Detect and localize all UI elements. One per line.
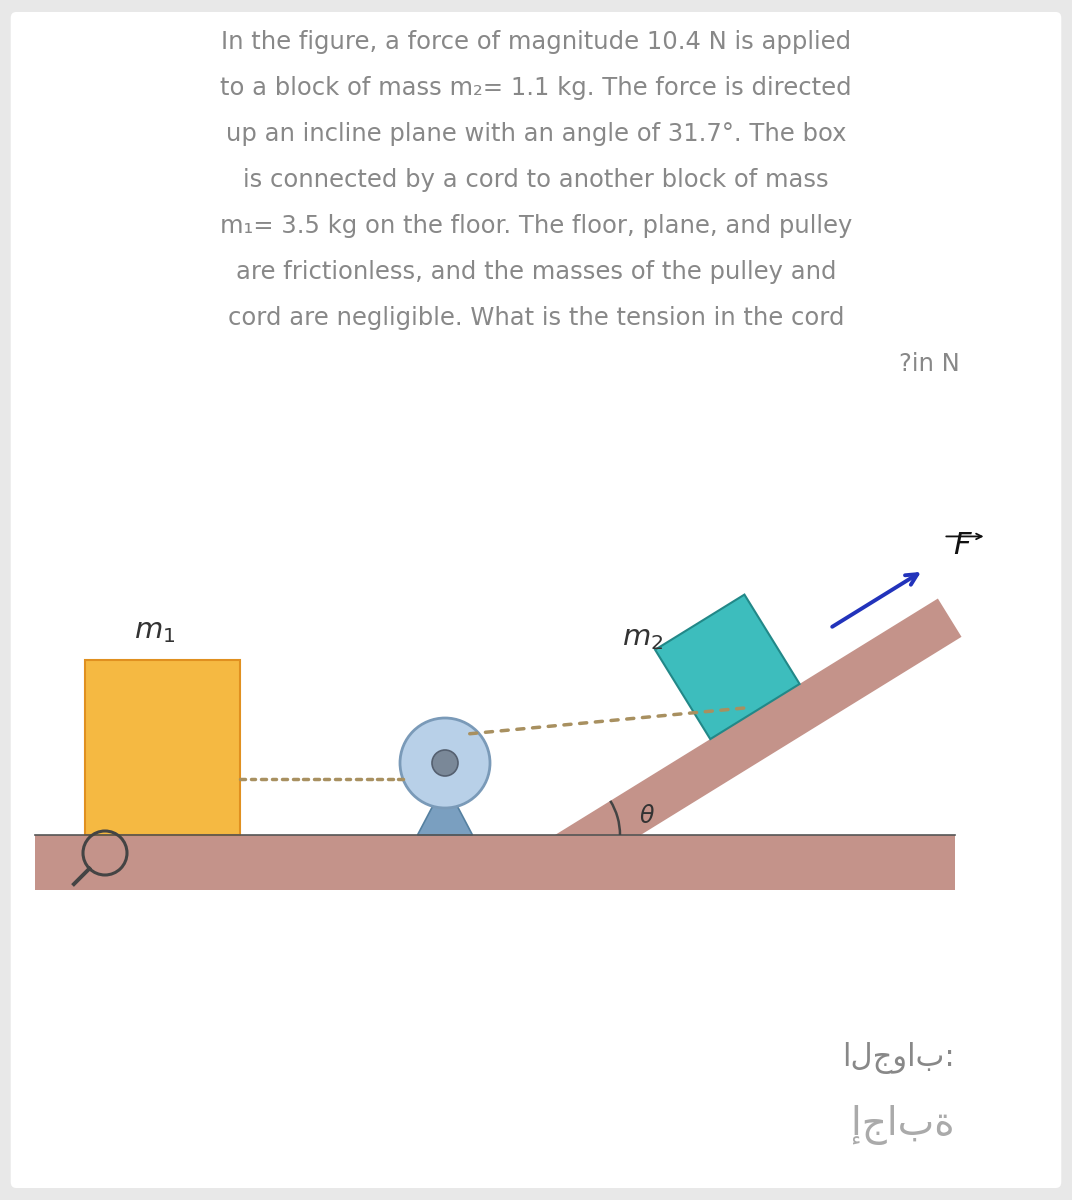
Text: $F$: $F$ — [953, 532, 973, 560]
Circle shape — [400, 718, 490, 808]
Text: to a block of mass m₂= 1.1 kg. The force is directed: to a block of mass m₂= 1.1 kg. The force… — [220, 76, 852, 100]
Text: up an incline plane with an angle of 31.7°. The box: up an incline plane with an angle of 31.… — [226, 122, 846, 146]
Polygon shape — [417, 798, 473, 835]
Circle shape — [432, 750, 458, 776]
Text: In the figure, a force of magnitude 10.4 N is applied: In the figure, a force of magnitude 10.4… — [221, 30, 851, 54]
Text: cord are negligible. What is the tension in the cord: cord are negligible. What is the tension… — [227, 306, 845, 330]
Bar — [85, 660, 240, 835]
Text: m₁= 3.5 kg on the floor. The floor, plane, and pulley: m₁= 3.5 kg on the floor. The floor, plan… — [220, 214, 852, 238]
Text: ?in N: ?in N — [899, 352, 961, 376]
Text: $m_1$: $m_1$ — [134, 617, 176, 644]
Text: is connected by a cord to another block of mass: is connected by a cord to another block … — [243, 168, 829, 192]
Text: الجواب:: الجواب: — [843, 1042, 955, 1074]
Polygon shape — [555, 599, 962, 874]
Text: $\theta$: $\theta$ — [639, 804, 655, 828]
Text: إجابة: إجابة — [851, 1105, 955, 1145]
Text: $m_2$: $m_2$ — [622, 624, 662, 652]
Polygon shape — [655, 594, 800, 739]
Polygon shape — [35, 835, 955, 890]
Text: are frictionless, and the masses of the pulley and: are frictionless, and the masses of the … — [236, 260, 836, 284]
